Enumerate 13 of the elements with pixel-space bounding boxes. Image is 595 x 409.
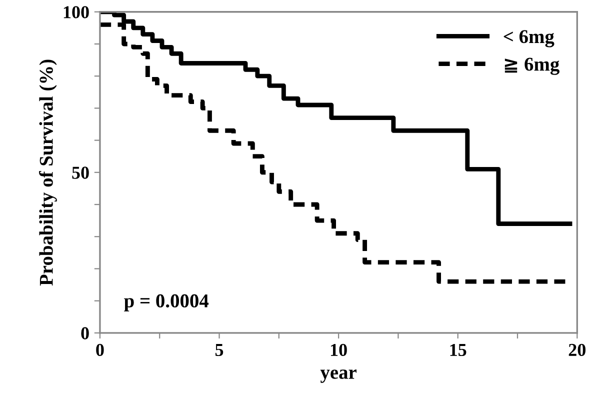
x-axis-title: year [320,370,356,383]
x-tick-label: 20 [568,344,586,356]
x-tick-label: 0 [96,344,104,356]
x-tick-label: 10 [330,344,347,356]
x-tick-label: 15 [450,344,466,356]
y-tick-label: 0 [81,327,89,340]
x-tick-label: 5 [215,344,224,356]
y-tick-label: 100 [64,6,89,18]
annotation: p = 0.0004 [124,294,209,312]
legend-label: < 6mg [504,30,554,48]
legend-label: ≧ 6mg [504,58,560,75]
y-tick-label: 50 [72,166,89,179]
y-axis-title: Probability of Survival (%) [39,60,57,286]
